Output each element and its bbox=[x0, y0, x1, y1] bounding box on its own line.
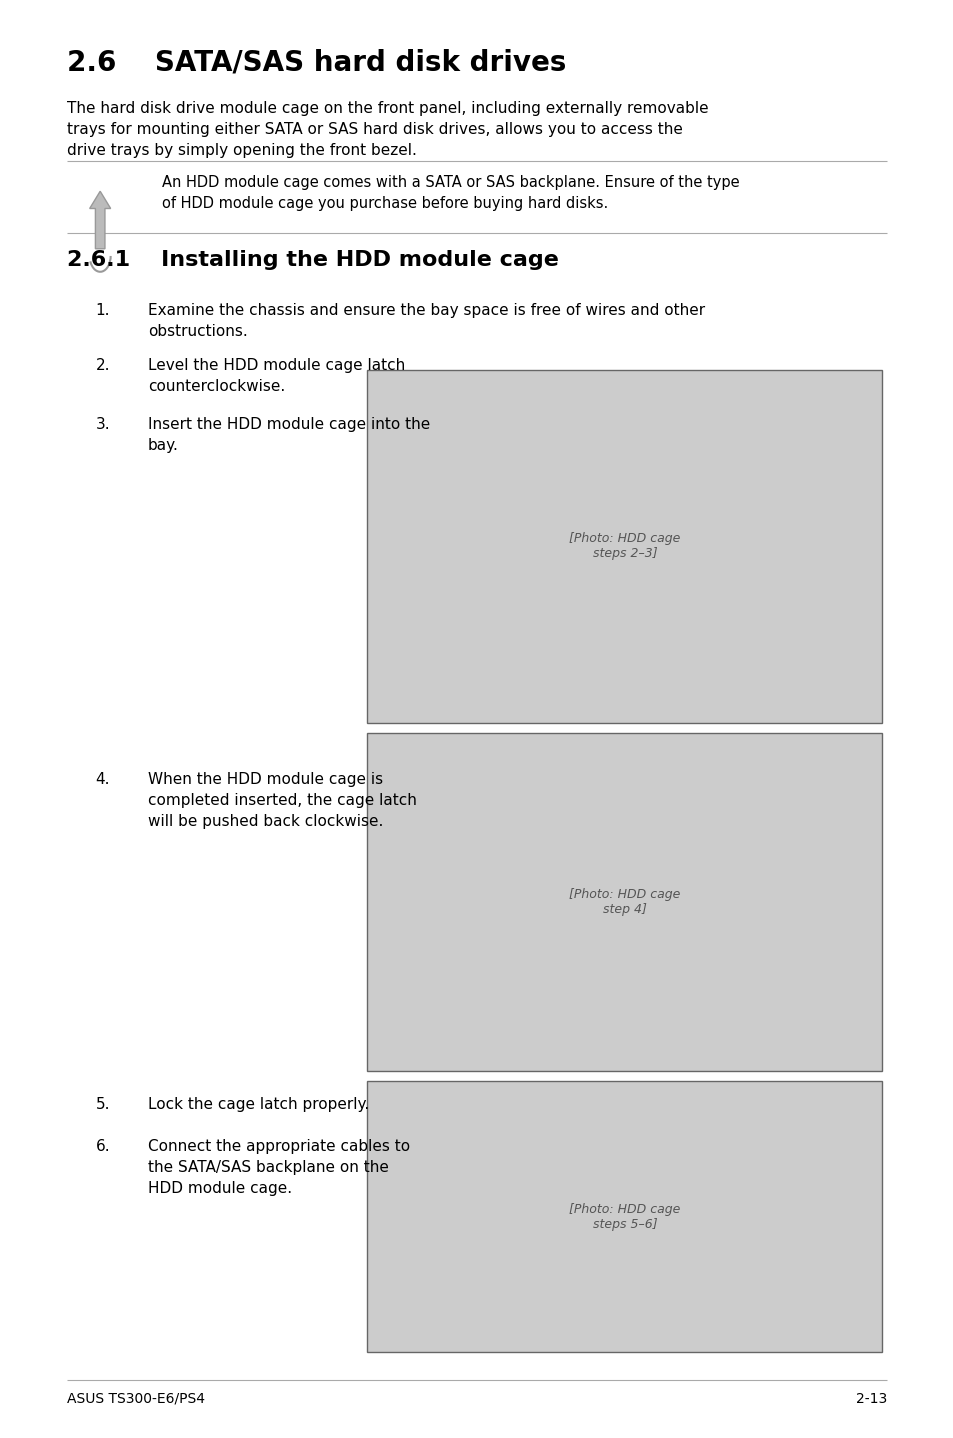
Text: The hard disk drive module cage on the front panel, including externally removab: The hard disk drive module cage on the f… bbox=[67, 101, 708, 158]
Text: 2-13: 2-13 bbox=[855, 1392, 886, 1406]
Text: [Photo: HDD cage
steps 2–3]: [Photo: HDD cage steps 2–3] bbox=[569, 532, 679, 561]
FancyBboxPatch shape bbox=[367, 1081, 882, 1352]
Text: [Photo: HDD cage
steps 5–6]: [Photo: HDD cage steps 5–6] bbox=[569, 1202, 679, 1231]
Text: 6.: 6. bbox=[95, 1139, 110, 1153]
Text: ASUS TS300-E6/PS4: ASUS TS300-E6/PS4 bbox=[67, 1392, 205, 1406]
Text: [Photo: HDD cage
step 4]: [Photo: HDD cage step 4] bbox=[569, 889, 679, 916]
Text: 5.: 5. bbox=[95, 1097, 110, 1112]
Text: 2.: 2. bbox=[95, 358, 110, 372]
Text: 4.: 4. bbox=[95, 772, 110, 787]
Text: Lock the cage latch properly.: Lock the cage latch properly. bbox=[148, 1097, 369, 1112]
Text: 2.6    SATA/SAS hard disk drives: 2.6 SATA/SAS hard disk drives bbox=[67, 49, 565, 76]
Text: 1.: 1. bbox=[95, 303, 110, 318]
Text: 2.6.1    Installing the HDD module cage: 2.6.1 Installing the HDD module cage bbox=[67, 250, 558, 270]
Text: 3.: 3. bbox=[95, 417, 110, 431]
FancyArrow shape bbox=[90, 191, 111, 249]
Text: Insert the HDD module cage into the
bay.: Insert the HDD module cage into the bay. bbox=[148, 417, 430, 453]
Text: Level the HDD module cage latch
counterclockwise.: Level the HDD module cage latch counterc… bbox=[148, 358, 405, 394]
Text: Examine the chassis and ensure the bay space is free of wires and other
obstruct: Examine the chassis and ensure the bay s… bbox=[148, 303, 704, 339]
Text: When the HDD module cage is
completed inserted, the cage latch
will be pushed ba: When the HDD module cage is completed in… bbox=[148, 772, 416, 830]
Text: An HDD module cage comes with a SATA or SAS backplane. Ensure of the type
of HDD: An HDD module cage comes with a SATA or … bbox=[162, 175, 739, 211]
FancyBboxPatch shape bbox=[367, 370, 882, 723]
Text: Connect the appropriate cables to
the SATA/SAS backplane on the
HDD module cage.: Connect the appropriate cables to the SA… bbox=[148, 1139, 410, 1196]
FancyBboxPatch shape bbox=[367, 733, 882, 1071]
